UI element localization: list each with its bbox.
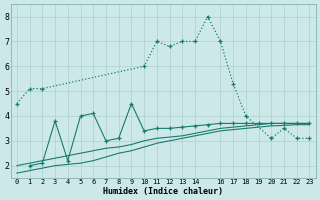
X-axis label: Humidex (Indice chaleur): Humidex (Indice chaleur) <box>103 187 223 196</box>
